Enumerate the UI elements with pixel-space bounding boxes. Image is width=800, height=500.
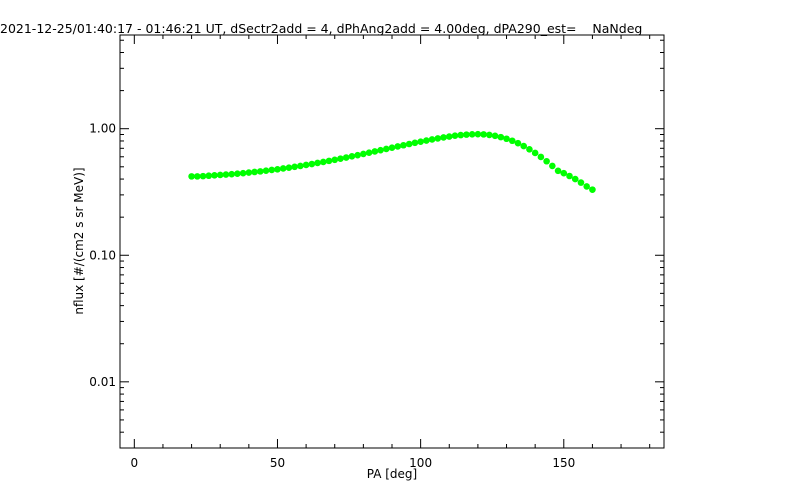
data-point [302,161,310,169]
data-point [234,170,241,178]
data-point [531,149,539,157]
data-point [342,154,350,161]
data-point [434,135,442,142]
axis-tick-labels: 0 50 100 150 0.01 0.10 1.00 [89,122,575,470]
data-point [474,130,482,138]
data-point [445,133,453,140]
data-point [526,146,533,153]
data-point [537,153,545,161]
data-point [365,149,373,157]
data-point [388,144,396,151]
data-point [314,159,321,167]
data-point [400,141,407,149]
data-point [291,163,298,171]
data-point [497,133,505,141]
data-point [348,153,356,160]
data-point [360,150,367,158]
data-point [554,167,562,175]
data-point [279,165,287,172]
data-point [188,173,195,180]
data-point [354,151,361,159]
data-point [560,169,568,177]
data-point [262,167,270,174]
data-point [377,146,384,154]
data-point [428,136,436,143]
data-point [337,155,344,162]
data-point [440,134,447,141]
x-tick-label: 0 [130,456,138,470]
data-point [319,158,327,166]
data-point [577,179,585,186]
y-axis-label: nflux [#/(cm2 s sr MeV)] [72,167,86,314]
data-point [308,160,316,168]
data-point [211,172,218,179]
data-point [486,131,493,139]
data-point [457,131,465,139]
data-point [222,171,230,178]
data-point [285,164,293,171]
data-point [394,143,402,150]
data-point [325,157,333,165]
data-point [194,173,201,180]
data-point [423,137,430,144]
plot-frame [119,34,665,449]
data-point [411,139,419,147]
x-tick-label: 150 [552,456,575,470]
data-point [589,186,596,193]
data-point [199,172,207,180]
axis-ticks [120,35,664,449]
data-point [583,183,590,190]
data-point [508,137,516,145]
data-point [371,148,379,155]
data-point [543,157,550,165]
data-point [245,169,253,176]
data-point [405,140,413,148]
data-point [228,170,235,178]
data-point [216,171,224,179]
data-point [417,138,424,145]
data-point [514,139,522,147]
data-point [451,132,459,140]
data-point [205,172,213,180]
data-point [268,166,276,174]
data-point [520,142,528,150]
data-point [468,131,476,138]
chart-title: 2021-12-25/01:40:17 - 01:46:21 UT, dSect… [0,21,642,36]
x-tick-label: 100 [409,456,432,470]
data-point [274,165,281,173]
data-point [571,175,579,183]
data-point [297,162,304,170]
data-points [188,130,596,193]
y-tick-label: 1.00 [89,122,116,136]
data-point [251,168,258,176]
data-point [503,135,510,143]
x-axis-label: PA [deg] [367,467,417,481]
data-point [463,131,470,138]
x-tick-label: 50 [270,456,285,470]
data-point [239,169,247,177]
y-tick-label: 0.01 [89,375,116,389]
data-point [382,145,390,153]
data-point [549,162,556,170]
data-point [480,131,487,138]
y-tick-label: 0.10 [89,248,116,262]
data-point [331,156,339,164]
data-point [566,172,573,180]
data-point [256,168,264,175]
data-point [491,132,499,140]
